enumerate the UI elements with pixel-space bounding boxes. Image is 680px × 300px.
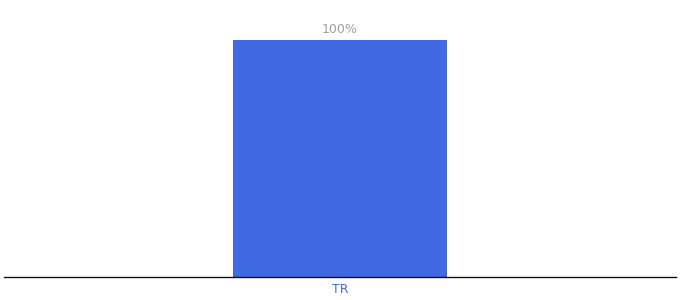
Bar — [233, 40, 447, 277]
Text: 100%: 100% — [322, 23, 358, 36]
